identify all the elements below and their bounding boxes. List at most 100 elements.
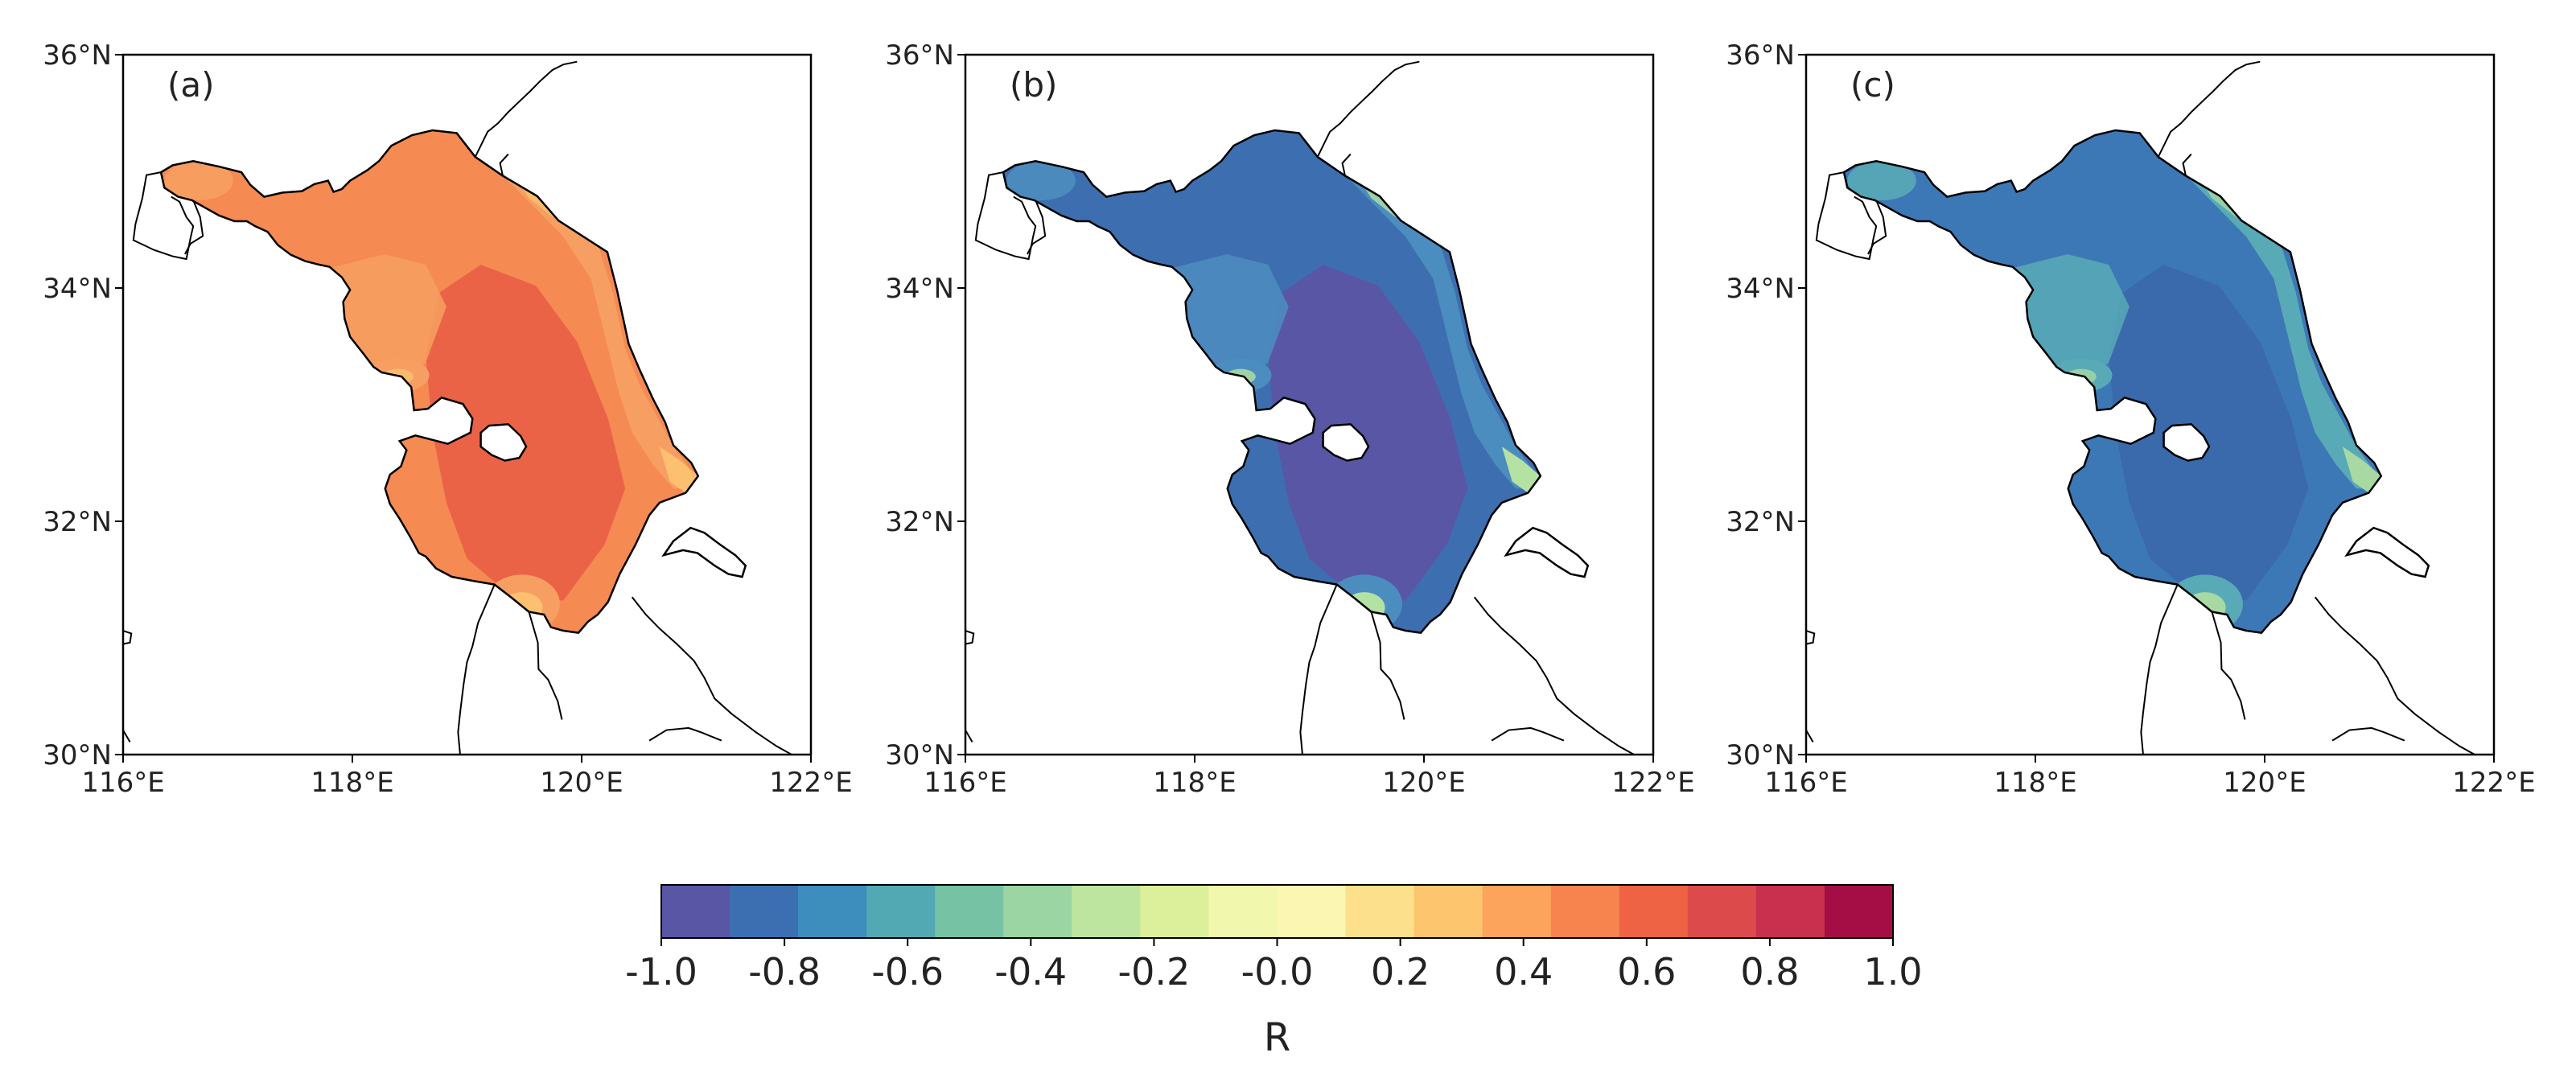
lon-tick-label: 116°E bbox=[1764, 767, 1847, 799]
lake-outline bbox=[1323, 424, 1368, 460]
boundary-line bbox=[1027, 200, 1045, 254]
colorbar-swatch bbox=[1550, 885, 1620, 938]
lat-tick-label: 36°N bbox=[1726, 39, 1795, 72]
colorbar-tick-label: 1.0 bbox=[1863, 950, 1922, 994]
lat-tick-label: 34°N bbox=[1726, 273, 1795, 305]
lon-tick-label: 118°E bbox=[1153, 767, 1236, 799]
boundary-line bbox=[2332, 728, 2405, 741]
colorbar-swatch bbox=[1755, 885, 1825, 938]
lake-outline bbox=[2164, 424, 2209, 460]
contour-peak-coast bbox=[2342, 446, 2381, 493]
province-boundary bbox=[1844, 130, 2381, 633]
colorbar-swatch bbox=[1687, 885, 1757, 938]
lat-tick-label: 30°N bbox=[1726, 739, 1795, 771]
contour-peak-coast bbox=[1501, 446, 1541, 493]
lon-tick-label: 120°E bbox=[1382, 767, 1465, 799]
contour-zone-northwest bbox=[1847, 161, 1916, 200]
contour-zone-northwest bbox=[1006, 161, 1076, 200]
contour-zone-central bbox=[1268, 265, 1468, 601]
colorbar-tick-label: -1.0 bbox=[625, 950, 697, 994]
boundary-line bbox=[965, 631, 973, 644]
lat-tick-label: 36°N bbox=[43, 39, 112, 72]
contour-zone-coast bbox=[504, 159, 697, 489]
boundary-line bbox=[2212, 612, 2245, 720]
lat-tick-label: 36°N bbox=[885, 39, 954, 72]
panel-label: (b) bbox=[1010, 65, 1057, 105]
contour-zone-northwest bbox=[164, 161, 233, 200]
colorbar-swatch bbox=[1482, 885, 1552, 938]
map-frame bbox=[964, 53, 1655, 756]
lon-tick-label: 120°E bbox=[2223, 767, 2306, 799]
boundary-line bbox=[1343, 154, 1351, 176]
lat-tick-label: 34°N bbox=[885, 273, 954, 305]
boundary-line bbox=[123, 631, 131, 644]
colorbar-swatch bbox=[1003, 885, 1072, 938]
boundary-line bbox=[649, 728, 722, 741]
boundary-line bbox=[632, 597, 792, 755]
boundary-line bbox=[500, 154, 508, 176]
lat-tick-label: 32°N bbox=[43, 506, 112, 538]
colorbar-tick-label: 0.8 bbox=[1740, 950, 1799, 994]
boundary-line bbox=[2158, 62, 2261, 157]
colorbar-tick-label: 0.4 bbox=[1494, 950, 1553, 994]
contour-zone-central bbox=[426, 265, 626, 601]
boundary-line bbox=[1371, 612, 1404, 720]
colorbar-tick-label: -0.2 bbox=[1118, 950, 1191, 994]
boundary-line bbox=[2183, 154, 2191, 176]
boundary-line bbox=[134, 172, 193, 259]
boundary-line bbox=[976, 172, 1035, 259]
colorbar-swatch bbox=[1140, 885, 1210, 938]
estuary-outline bbox=[664, 528, 746, 577]
panel-label: (c) bbox=[1850, 65, 1895, 105]
lat-tick-label: 32°N bbox=[1726, 506, 1795, 538]
lon-tick-label: 116°E bbox=[81, 767, 164, 799]
lon-tick-label: 116°E bbox=[924, 767, 1006, 799]
colorbar-swatch bbox=[935, 885, 1004, 938]
colorbar-swatch bbox=[1345, 885, 1415, 938]
panel-label: (a) bbox=[167, 65, 215, 105]
colorbar-tick-label: -0.6 bbox=[871, 950, 944, 994]
boundary-line bbox=[1868, 200, 1886, 254]
colorbar-swatch bbox=[798, 885, 867, 938]
colorbar-title: R bbox=[1264, 1015, 1290, 1060]
boundary-line bbox=[1806, 631, 1814, 644]
boundary-line bbox=[2141, 585, 2177, 755]
lat-tick-label: 30°N bbox=[885, 739, 954, 771]
map-frame bbox=[121, 53, 813, 756]
colorbar-tick-label: -0.8 bbox=[748, 950, 821, 994]
map-frame bbox=[1804, 53, 2496, 756]
lon-tick-label: 120°E bbox=[540, 767, 623, 799]
boundary-line bbox=[1817, 172, 1876, 259]
colorbar: -1.0 -0.8 -0.6 -0.4 -0.2 -0.0 0.2 0.4 0.6 0.8 1.0 R bbox=[625, 884, 1923, 1060]
contour-peak-coast bbox=[659, 446, 698, 493]
colorbar-tick-label: -0.0 bbox=[1241, 950, 1314, 994]
boundary-line bbox=[185, 200, 203, 254]
lat-tick-label: 30°N bbox=[43, 739, 112, 771]
boundary-line bbox=[529, 612, 562, 720]
lon-tick-label: 122°E bbox=[1611, 767, 1694, 799]
lon-tick-label: 122°E bbox=[2452, 767, 2535, 799]
colorbar-swatch bbox=[730, 885, 799, 938]
lon-tick-label: 118°E bbox=[1994, 767, 2076, 799]
estuary-outline bbox=[1506, 528, 1588, 577]
lon-tick-label: 122°E bbox=[769, 767, 852, 799]
boundary-line bbox=[458, 585, 494, 755]
boundary-line bbox=[1300, 585, 1336, 755]
colorbar-swatch bbox=[1208, 885, 1278, 938]
lat-tick-label: 34°N bbox=[43, 273, 112, 305]
contour-zone-coast bbox=[1347, 159, 1540, 489]
boundary-line bbox=[2315, 597, 2475, 755]
colorbar-swatch bbox=[1619, 885, 1689, 938]
colorbar-swatch bbox=[1277, 885, 1347, 938]
colorbar-swatch bbox=[866, 885, 936, 938]
boundary-line bbox=[1475, 597, 1634, 755]
lake-outline bbox=[481, 424, 526, 460]
colorbar-swatch bbox=[661, 885, 730, 938]
lat-tick-label: 32°N bbox=[885, 506, 954, 538]
boundary-line bbox=[1318, 62, 1420, 157]
